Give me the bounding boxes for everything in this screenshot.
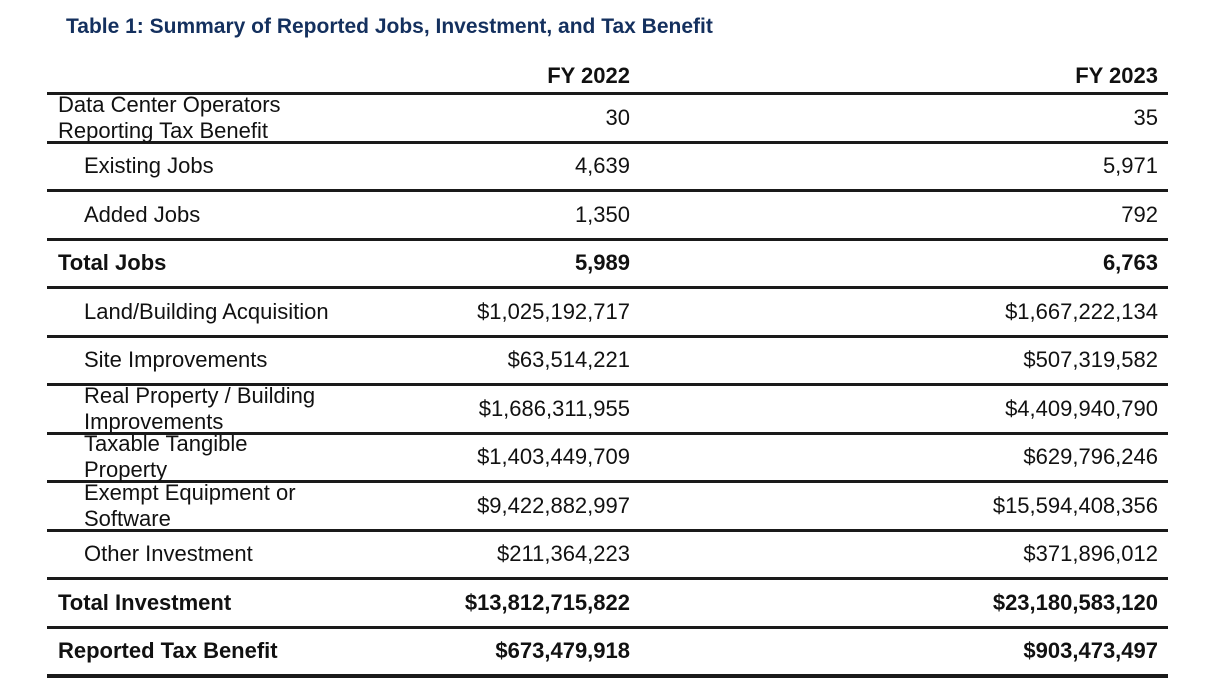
cell-fy2022: $63,514,221 xyxy=(507,347,630,373)
cell-fy2023: $507,319,582 xyxy=(1023,347,1158,373)
cell-fy2023: 35 xyxy=(1133,104,1158,130)
table-row: Reported Tax Benefit $673,479,918 $903,473… xyxy=(47,629,1168,678)
cell-fy2022: 1,350 xyxy=(574,201,630,227)
cell-fy2023: 5,971 xyxy=(1102,153,1158,179)
cell-fy2023: $4,409,940,790 xyxy=(1005,395,1158,421)
row-label: Added Jobs xyxy=(84,201,201,227)
row-label: Exempt Equipment or Software xyxy=(84,479,296,531)
row-label: Land/Building Acquisition xyxy=(84,298,329,324)
row-label: Total Jobs xyxy=(58,250,167,276)
row-label: Site Improvements xyxy=(84,347,268,373)
row-label: Reported Tax Benefit xyxy=(58,638,278,664)
table-row: Data Center Operators Reporting Tax Bene… xyxy=(47,91,1168,144)
column-header-fy2023: FY 2023 xyxy=(1075,63,1158,88)
table-row: Exempt Equipment or Software $9,422,882,9… xyxy=(47,479,1168,532)
cell-fy2022: $1,686,311,955 xyxy=(478,395,630,421)
table-row: Total Investment $13,812,715,822 $23,180,5… xyxy=(47,580,1168,629)
cell-fy2023: $23,180,583,120 xyxy=(992,589,1158,615)
row-label: Other Investment xyxy=(84,541,253,567)
table-row: Existing Jobs 4,639 5,971 xyxy=(47,144,1168,192)
table-row: Added Jobs 1,350 792 xyxy=(47,192,1168,241)
cell-fy2022: $1,025,192,717 xyxy=(477,298,630,324)
table-header-row: FY 2022 FY 2023 xyxy=(47,56,1168,95)
table-row: Total Jobs 5,989 6,763 xyxy=(47,241,1168,289)
table-title: Table 1: Summary of Reported Jobs, Inves… xyxy=(66,15,713,38)
cell-fy2023: $903,473,497 xyxy=(1023,638,1158,664)
row-label: Total Investment xyxy=(58,589,232,615)
column-header-fy2022: FY 2022 xyxy=(547,63,630,88)
cell-fy2022: $673,479,918 xyxy=(495,638,630,664)
row-label: Taxable Tangible Property xyxy=(84,431,248,483)
table-row: Taxable Tangible Property $1,403,449,709 $… xyxy=(47,431,1168,483)
cell-fy2023: $1,667,222,134 xyxy=(1005,298,1158,324)
cell-fy2022: $1,403,449,709 xyxy=(477,444,630,470)
cell-fy2023: $15,594,408,356 xyxy=(992,492,1158,518)
cell-fy2022: 30 xyxy=(605,104,630,130)
cell-fy2022: $13,812,715,822 xyxy=(464,589,630,615)
cell-fy2023: $629,796,246 xyxy=(1023,444,1158,470)
cell-fy2022: 5,989 xyxy=(574,250,630,276)
table-row: Other Investment $211,364,223 $371,896,012 xyxy=(47,532,1168,580)
row-label: Data Center Operators Reporting Tax Bene… xyxy=(58,91,281,143)
cell-fy2023: $371,896,012 xyxy=(1023,541,1158,567)
table-row: Real Property / Building Improvements $1,… xyxy=(47,382,1168,435)
cell-fy2023: 6,763 xyxy=(1102,250,1158,276)
table-row: Land/Building Acquisition $1,025,192,717 $… xyxy=(47,289,1168,338)
cell-fy2022: $9,422,882,997 xyxy=(477,492,630,518)
cell-fy2022: $211,364,223 xyxy=(497,541,630,567)
cell-fy2023: 792 xyxy=(1121,201,1158,227)
table-row: Site Improvements $63,514,221 $507,319,582 xyxy=(47,338,1168,386)
row-label: Real Property / Building Improvements xyxy=(84,382,316,434)
summary-table: FY 2022 FY 2023 Data Center Operators Re… xyxy=(47,56,1168,678)
row-label: Existing Jobs xyxy=(84,153,214,179)
cell-fy2022: 4,639 xyxy=(574,153,630,179)
